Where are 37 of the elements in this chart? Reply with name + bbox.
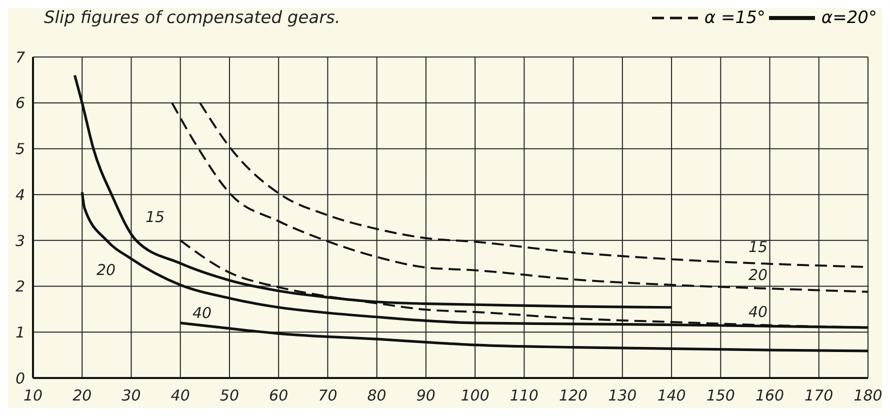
y-tick-label: 2	[15, 278, 25, 296]
x-tick-label: 150	[706, 386, 735, 405]
y-tick-label: 4	[15, 186, 25, 204]
x-tick-label: 160	[755, 386, 784, 405]
legend-label: α=20°	[821, 8, 877, 28]
x-tick-label: 110	[510, 386, 538, 405]
annotation: 20	[747, 265, 769, 285]
x-tick-label: 100	[460, 386, 490, 405]
x-tick-label: 120	[558, 386, 588, 405]
annotation: 40	[747, 302, 769, 322]
line-series	[171, 102, 868, 293]
y-tick-label: 0	[15, 369, 25, 388]
y-tick-label: 7	[15, 48, 26, 66]
x-tick-label: 140	[657, 386, 686, 405]
x-tick-label: 50	[220, 386, 240, 405]
x-tick-label: 90	[416, 386, 436, 405]
legend-label: α =15°	[704, 8, 766, 28]
annotation: 15	[144, 207, 166, 227]
y-tick-label: 1	[15, 323, 25, 342]
line-series	[179, 322, 868, 352]
annotation: 40	[191, 303, 213, 323]
annotation: 15	[747, 237, 769, 257]
y-tick-label: 3	[15, 232, 25, 250]
x-tick-label: 130	[608, 386, 637, 405]
x-tick-label: 180	[854, 386, 882, 405]
x-tick-label: 10	[23, 386, 43, 405]
x-tick-label: 70	[318, 386, 338, 405]
y-tick-label: 6	[15, 94, 25, 112]
annotation: 20	[95, 260, 117, 280]
x-tick-label: 40	[170, 386, 190, 405]
y-tick-label: 5	[15, 140, 25, 158]
x-tick-label: 20	[72, 386, 92, 405]
chart-title: Slip figures of compensated gears.	[44, 8, 340, 28]
x-tick-label: 170	[804, 386, 834, 405]
x-tick-label: 30	[122, 386, 141, 405]
x-tick-label: 60	[269, 386, 288, 405]
x-tick-label: 80	[367, 386, 386, 405]
